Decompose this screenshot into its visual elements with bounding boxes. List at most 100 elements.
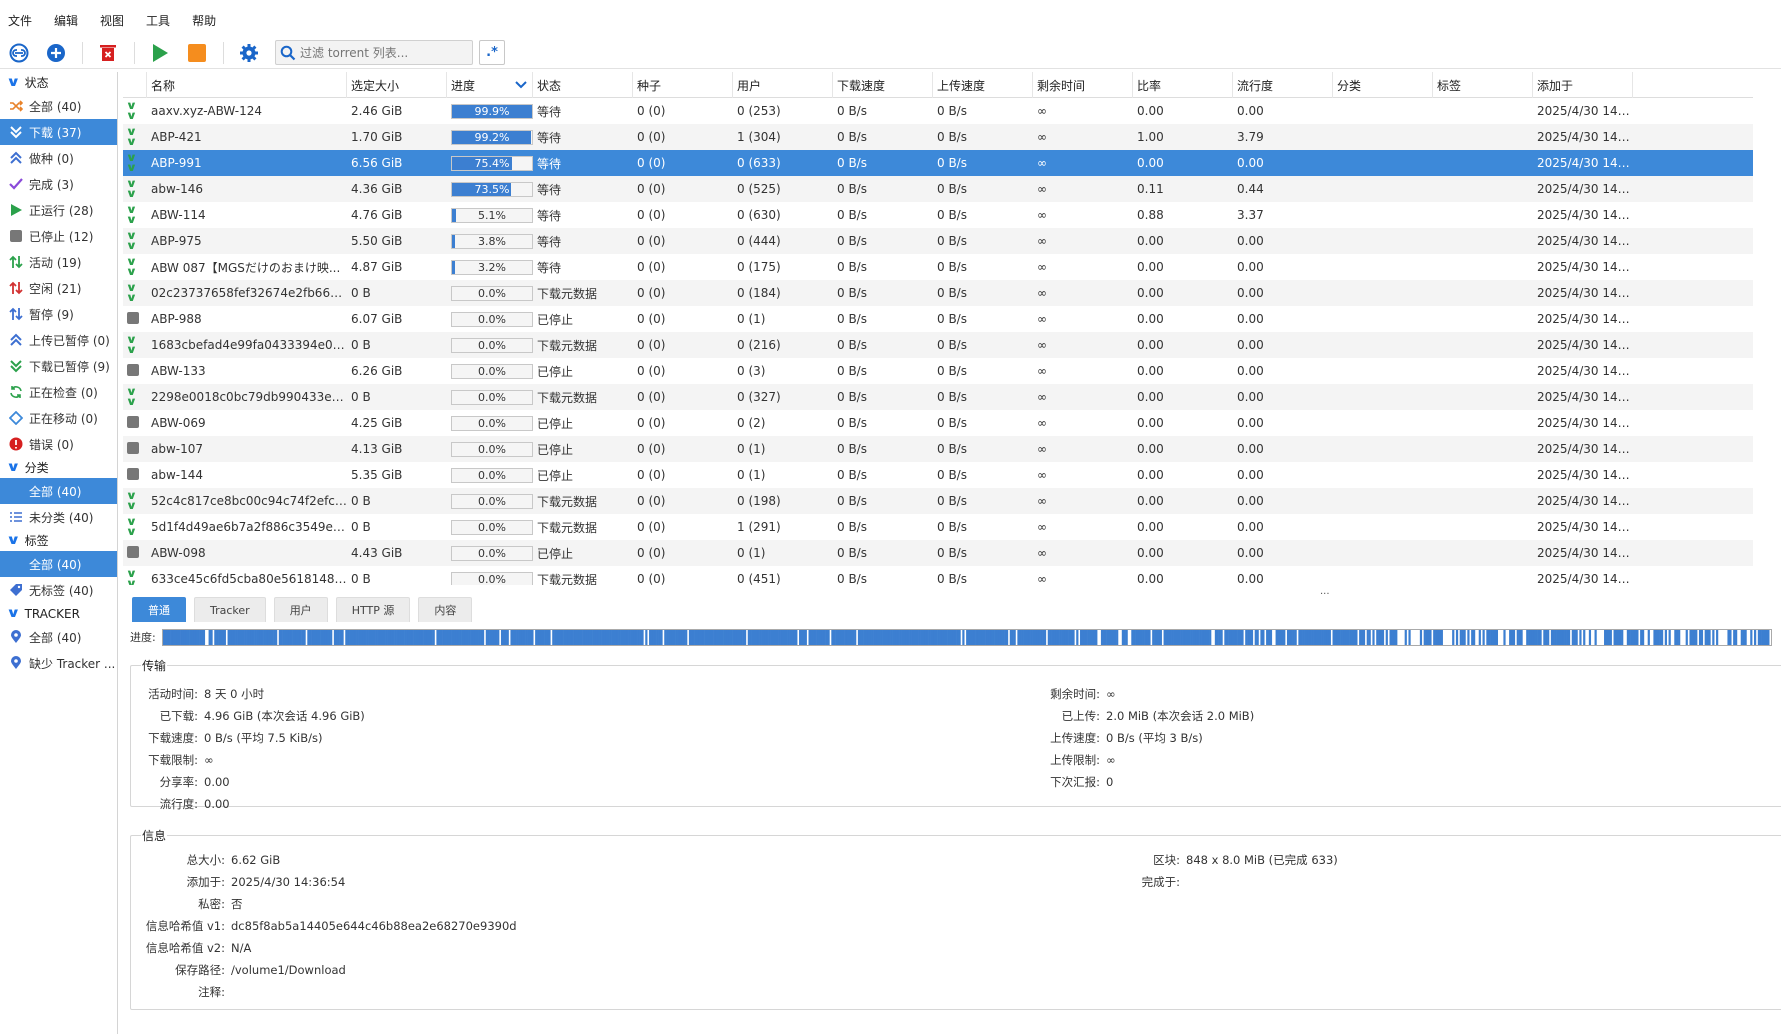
piece-block	[635, 629, 638, 645]
table-row[interactable]: ∨ ∨ 02c23737658fef32674e2fb662adf... 0 B 0.0…	[123, 280, 1753, 306]
table-row[interactable]: ∨ ∨ ABP-421 1.70 GiB 99.2% 等待 0 (0) 1 (304) 0 B/…	[123, 124, 1753, 150]
sidebar-status-item-4[interactable]: 正运行 (28)	[0, 197, 117, 223]
status-header[interactable]: ∨ 状态	[0, 72, 117, 93]
piece-block	[1675, 629, 1679, 645]
resume-button[interactable]	[149, 42, 171, 64]
piece-block	[234, 629, 238, 645]
column-header-3[interactable]: 状态	[533, 72, 633, 98]
table-row[interactable]: abw-144 5.35 GiB 0.0% 已停止 0 (0) 0 (1) 0 B/s 0 B…	[123, 462, 1753, 488]
table-row[interactable]: ABP-988 6.07 GiB 0.0% 已停止 0 (0) 0 (1) 0 B/s 0 B…	[123, 306, 1753, 332]
cell-上传速度: 0 B/s	[937, 260, 967, 274]
tab-4[interactable]: 内容	[418, 597, 473, 622]
tab-3[interactable]: HTTP 源	[335, 597, 411, 622]
column-header-2[interactable]: 进度	[447, 72, 533, 98]
sidebar-tag-item-0[interactable]: 全部 (40)	[0, 551, 117, 577]
detail-row: 信息哈希值 v1: dc85f8ab5a14405e644c46b88ea2e68…	[138, 918, 517, 934]
sidebar-status-item-1[interactable]: 下载 (37)	[0, 119, 117, 145]
detail-value: ∞	[204, 753, 214, 767]
cell-添加于: 2025/4/30 14:3...	[1537, 442, 1633, 456]
tag-header[interactable]: ∨ 标签	[0, 530, 117, 551]
piece-progress-bar	[161, 628, 1772, 646]
table-row[interactable]: abw-107 4.13 GiB 0.0% 已停止 0 (0) 0 (1) 0 B/s 0 B…	[123, 436, 1753, 462]
panel-splitter[interactable]: ...	[1320, 586, 1330, 597]
piece-block	[794, 629, 798, 645]
sidebar-status-item-7[interactable]: 空闲 (21)	[0, 275, 117, 301]
table-row[interactable]: ∨ ∨ 2298e0018c0bc79db990433e99d... 0 B 0.0% 下…	[123, 384, 1753, 410]
table-row[interactable]: ∨ ∨ 5d1f4d49ae6b7a2f886c3549e202... 0 B 0.0%…	[123, 514, 1753, 540]
menu-item-0[interactable]: 文件	[8, 14, 33, 28]
column-header-8[interactable]: 剩余时间	[1033, 72, 1133, 98]
table-row[interactable]: ∨ ∨ ABP-991 6.56 GiB 75.4% 等待 0 (0) 0 (633) 0 B/…	[123, 150, 1753, 176]
sidebar-status-item-10[interactable]: 下载已暂停 (9)	[0, 353, 117, 379]
table-row[interactable]: ∨ ∨ ABW-114 4.76 GiB 5.1% 等待 0 (0) 0 (630) 0 B/s…	[123, 202, 1753, 228]
column-header-5[interactable]: 用户	[733, 72, 833, 98]
tab-0[interactable]: 普通	[132, 597, 186, 622]
piece-block	[1132, 629, 1136, 645]
piece-block	[719, 629, 722, 645]
piece-block	[1495, 629, 1498, 645]
column-header-4[interactable]: 种子	[633, 72, 733, 98]
column-header-11[interactable]: 分类	[1333, 72, 1433, 98]
regex-toggle-button[interactable]: .*	[479, 40, 505, 65]
sidebar-status-item-8[interactable]: 暂停 (9)	[0, 301, 117, 327]
sidebar-status-item-2[interactable]: 做种 (0)	[0, 145, 117, 171]
piece-block	[777, 629, 781, 645]
sidebar-status-item-6[interactable]: 活动 (19)	[0, 249, 117, 275]
table-row[interactable]: ∨ ∨ aaxv.xyz-ABW-124 2.46 GiB 99.9% 等待 0 (0) 0 …	[123, 98, 1753, 124]
tab-2[interactable]: 用户	[273, 597, 328, 622]
column-header-7[interactable]: 上传速度	[933, 72, 1033, 98]
column-header-13[interactable]: 添加于	[1533, 72, 1633, 98]
menu-item-1[interactable]: 编辑	[54, 14, 79, 28]
sidebar-tracker-item-1[interactable]: 缺少 Tracker ...	[0, 650, 117, 676]
add-torrent-button[interactable]	[45, 42, 67, 64]
column-header-0[interactable]: 名称	[147, 72, 347, 98]
column-header-12[interactable]: 标签	[1433, 72, 1533, 98]
sidebar-status-item-5[interactable]: 已停止 (12)	[0, 223, 117, 249]
table-row[interactable]: ∨ ∨ 52c4c817ce8bc00c94c74f2efc65f... 0 B 0.0…	[123, 488, 1753, 514]
column-header-9[interactable]: 比率	[1133, 72, 1233, 98]
column-header-10[interactable]: 流行度	[1233, 72, 1333, 98]
menu-item-2[interactable]: 视图	[100, 14, 125, 28]
sidebar-tracker-item-0[interactable]: 全部 (40)	[0, 624, 117, 650]
tab-1[interactable]: Tracker	[194, 597, 266, 622]
sidebar-status-item-3[interactable]: 完成 (3)	[0, 171, 117, 197]
row-status-icon-cell: ∨ ∨	[123, 335, 147, 356]
stop-button[interactable]	[186, 42, 208, 64]
menu-item-4[interactable]: 帮助	[192, 14, 217, 28]
category-header[interactable]: ∨ 分类	[0, 457, 117, 478]
delete-button[interactable]	[97, 42, 119, 64]
table-row[interactable]: ∨ ∨ 633ce45c6fd5cba80e5618148e7e... 0 B 0.0%…	[123, 566, 1753, 585]
piece-block	[322, 629, 325, 645]
sidebar-tag-item-1[interactable]: 无标签 (40)	[0, 577, 117, 603]
sidebar-status-item-12[interactable]: 正在移动 (0)	[0, 405, 117, 431]
options-button[interactable]	[238, 42, 260, 64]
table-row[interactable]: ∨ ∨ 1683cbefad4e99fa0433394e0e3b... 0 B 0.0%…	[123, 332, 1753, 358]
sidebar-category-item-0[interactable]: 全部 (40)	[0, 478, 117, 504]
table-row[interactable]: ABW-069 4.25 GiB 0.0% 已停止 0 (0) 0 (2) 0 B/s 0 B…	[123, 410, 1753, 436]
sidebar-status-item-13[interactable]: 错误 (0)	[0, 431, 117, 457]
filter-input[interactable]	[300, 45, 465, 60]
piece-block	[384, 629, 388, 645]
menu-item-3[interactable]: 工具	[146, 14, 171, 28]
detail-value: 4.96 GiB (本次会话 4.96 GiB)	[204, 709, 365, 723]
piece-block	[958, 629, 961, 645]
column-header-1[interactable]: 选定大小	[347, 72, 447, 98]
row-status-icon-cell: ∨ ∨	[123, 491, 147, 512]
sidebar-status-item-0[interactable]: 全部 (40)	[0, 93, 117, 119]
piece-block	[392, 629, 395, 645]
piece-block	[1757, 629, 1760, 645]
sidebar-status-item-11[interactable]: 正在检查 (0)	[0, 379, 117, 405]
add-link-button[interactable]	[8, 42, 30, 64]
table-row[interactable]: ∨ ∨ abw-146 4.36 GiB 73.5% 等待 0 (0) 0 (525) 0 B/…	[123, 176, 1753, 202]
cell-选定大小: 5.50 GiB	[351, 234, 403, 248]
sidebar-category-item-1[interactable]: 未分类 (40)	[0, 504, 117, 530]
piece-block	[671, 629, 674, 645]
tracker-header[interactable]: ∨ TRACKER	[0, 603, 117, 624]
table-row[interactable]: ABW-133 6.26 GiB 0.0% 已停止 0 (0) 0 (3) 0 B/s 0 B…	[123, 358, 1753, 384]
table-row[interactable]: ∨ ∨ ABP-975 5.50 GiB 3.8% 等待 0 (0) 0 (444) 0 B/s…	[123, 228, 1753, 254]
sidebar-status-item-9[interactable]: 上传已暂停 (0)	[0, 327, 117, 353]
row-status-icon-cell: ∨ ∨	[123, 231, 147, 252]
table-row[interactable]: ∨ ∨ ABW 087【MGSだけのおまけ映... 4.87 GiB 3.2% 等待 0 (…	[123, 254, 1753, 280]
column-header-6[interactable]: 下载速度	[833, 72, 933, 98]
table-row[interactable]: ABW-098 4.43 GiB 0.0% 已停止 0 (0) 0 (1) 0 B/s 0 B…	[123, 540, 1753, 566]
